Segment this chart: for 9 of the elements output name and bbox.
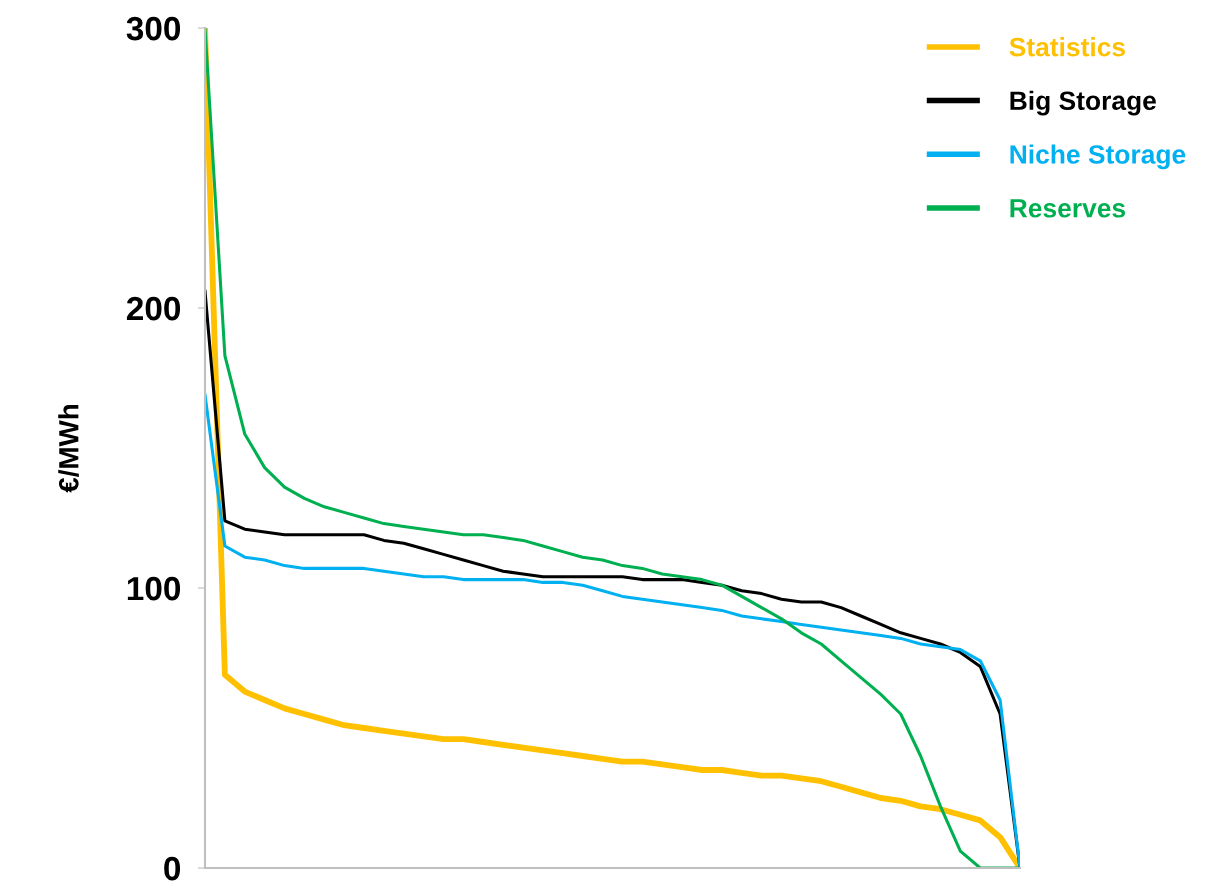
y-tick-label: 200 — [126, 296, 181, 321]
y-tick-label: 100 — [127, 576, 181, 601]
y-axis-title: €/MWh — [58, 404, 79, 493]
legend-label: Reserves — [1010, 199, 1126, 218]
legend-label: Statistics — [1009, 37, 1125, 57]
legend-label: Big Storage — [1010, 90, 1156, 116]
y-tick-label: 300 — [126, 16, 181, 41]
legend-label: Niche Storage — [1010, 144, 1186, 170]
y-tick-label: 0 — [164, 856, 181, 881]
